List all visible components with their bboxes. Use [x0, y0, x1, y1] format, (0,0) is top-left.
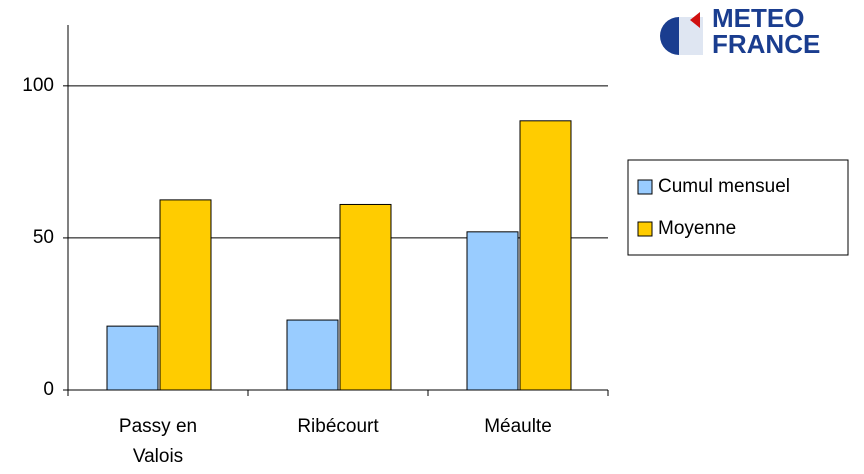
- bar: [339, 203, 392, 391]
- x-tick-label: Passy en Valois: [118, 416, 198, 467]
- logo: METEO FRANCE: [660, 3, 820, 59]
- logo-text: FRANCE: [712, 29, 820, 59]
- logo-mark: [690, 12, 700, 28]
- bar: [286, 319, 339, 391]
- y-tick-label: 50: [33, 227, 54, 248]
- x-tick-label: Ribécourt: [297, 416, 379, 437]
- y-tick-label: 100: [22, 75, 54, 96]
- legend-box: [627, 159, 849, 256]
- legend-label: Cumul mensuel: [658, 176, 790, 197]
- bar: [519, 120, 572, 391]
- bar: [106, 325, 159, 391]
- legend-swatch: [637, 221, 653, 237]
- bar: [466, 231, 519, 391]
- legend-label: Moyenne: [658, 218, 736, 239]
- legend-swatch: [637, 179, 653, 195]
- bar: [159, 199, 212, 391]
- logo-text: METEO: [712, 3, 804, 33]
- x-tick-label: Méaulte: [484, 416, 552, 437]
- y-tick-label: 0: [43, 379, 54, 400]
